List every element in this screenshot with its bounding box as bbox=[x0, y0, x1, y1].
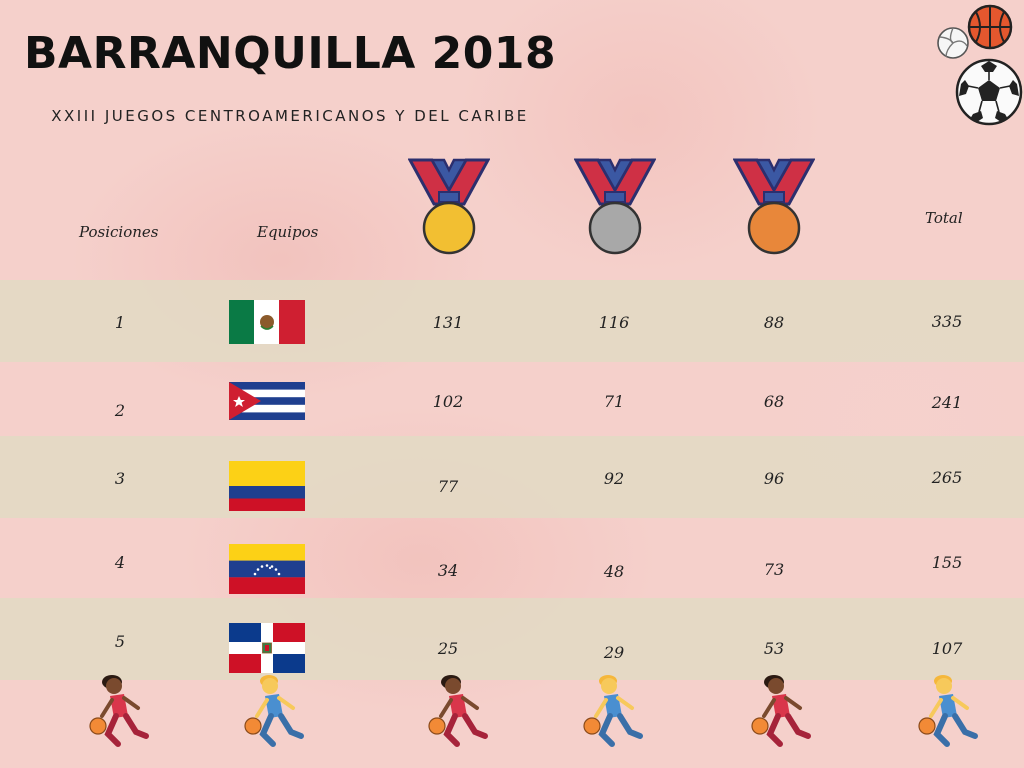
row-1-silver: 116 bbox=[598, 313, 630, 332]
venezuela-flag bbox=[229, 544, 305, 594]
header-total: Total bbox=[925, 209, 963, 227]
row-5-silver: 29 bbox=[603, 643, 625, 662]
basketball-player-icon bbox=[918, 675, 978, 747]
row-band-1 bbox=[0, 280, 1024, 362]
basketball-player-icon bbox=[751, 675, 811, 747]
row-band-3 bbox=[0, 436, 1024, 518]
row-4-gold: 34 bbox=[437, 561, 459, 580]
basketball-player-icon bbox=[583, 675, 643, 747]
mexico-flag bbox=[229, 300, 305, 344]
row-5-bronze: 53 bbox=[763, 639, 785, 658]
dominican-republic-flag bbox=[229, 623, 305, 673]
row-3-total: 265 bbox=[931, 468, 963, 487]
row-5-total: 107 bbox=[931, 639, 963, 658]
row-1-gold: 131 bbox=[432, 313, 464, 332]
volleyball-icon bbox=[937, 27, 969, 59]
gold-medal-icon bbox=[408, 158, 490, 255]
silver-medal-icon bbox=[574, 158, 656, 255]
cuba-flag bbox=[229, 382, 305, 420]
row-4-position: 4 bbox=[114, 553, 126, 572]
basketball-icon bbox=[967, 4, 1013, 50]
row-1-total: 335 bbox=[931, 312, 963, 331]
basketball-player-icon bbox=[428, 675, 488, 747]
basketball-player-icon bbox=[89, 675, 149, 747]
row-5-position: 5 bbox=[114, 632, 126, 651]
soccer-ball-icon bbox=[955, 58, 1023, 126]
row-1-position: 1 bbox=[114, 313, 126, 332]
row-3-position: 3 bbox=[114, 469, 126, 488]
row-1-bronze: 88 bbox=[763, 313, 785, 332]
row-band-5 bbox=[0, 598, 1024, 680]
row-2-bronze: 68 bbox=[763, 392, 785, 411]
row-3-silver: 92 bbox=[603, 469, 625, 488]
row-3-bronze: 96 bbox=[763, 469, 785, 488]
colombia-flag bbox=[229, 461, 305, 511]
row-4-silver: 48 bbox=[603, 562, 625, 581]
row-2-total: 241 bbox=[931, 393, 963, 412]
header-positions: Posiciones bbox=[79, 223, 159, 241]
row-4-total: 155 bbox=[931, 553, 963, 572]
row-4-bronze: 73 bbox=[763, 560, 785, 579]
row-2-silver: 71 bbox=[603, 392, 625, 411]
row-2-position: 2 bbox=[114, 401, 126, 420]
header-teams: Equipos bbox=[257, 223, 319, 241]
row-3-gold: 77 bbox=[437, 477, 459, 496]
page-title: BARRANQUILLA 2018 bbox=[24, 28, 557, 79]
row-5-gold: 25 bbox=[437, 639, 459, 658]
basketball-player-icon bbox=[244, 675, 304, 747]
row-2-gold: 102 bbox=[432, 392, 464, 411]
page-subtitle: XXIII JUEGOS CENTROAMERICANOS Y DEL CARI… bbox=[51, 107, 529, 125]
bronze-medal-icon bbox=[733, 158, 815, 255]
